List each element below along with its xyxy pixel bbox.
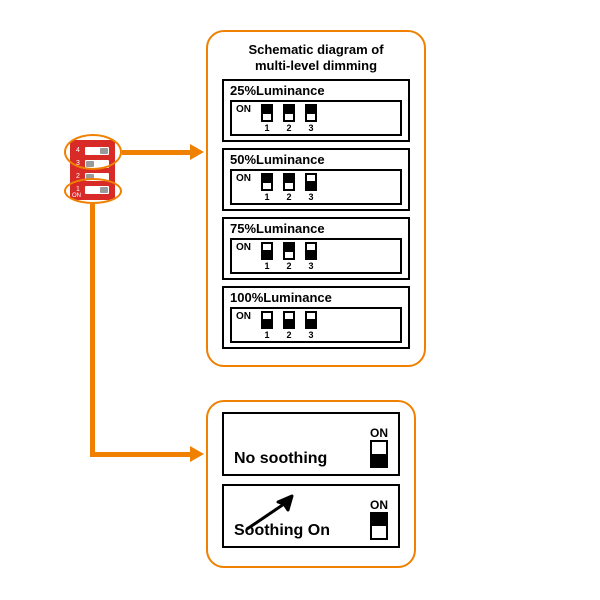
mini-switch (283, 173, 295, 191)
mini-slider (263, 106, 271, 114)
title-line1: Schematic diagram of (248, 42, 383, 57)
mini-slider (307, 319, 315, 327)
mini-switch (261, 242, 273, 260)
mini-switch (261, 173, 273, 191)
mini-slider (285, 244, 293, 252)
switch-row: ON 1 2 3 (230, 307, 402, 343)
switch-number: 1 (264, 330, 269, 340)
mini-slider (263, 250, 271, 258)
big-slider (372, 514, 386, 526)
soothing-label: No soothing (234, 450, 327, 468)
connector-top (122, 150, 192, 155)
switch-row: ON 1 2 3 (230, 238, 402, 274)
mini-switch (305, 311, 317, 329)
mini-slider (263, 319, 271, 327)
switch-col: 3 (305, 173, 317, 202)
switch-number: 1 (264, 123, 269, 133)
mini-switch (305, 173, 317, 191)
arrow-head-bottom (190, 446, 204, 462)
switch-col: 1 (261, 173, 273, 202)
luminance-title: 75%Luminance (224, 219, 408, 236)
mini-switch (261, 311, 273, 329)
mini-slider (307, 181, 315, 189)
switch-number: 2 (286, 330, 291, 340)
switch-number: 2 (286, 123, 291, 133)
luminance-box: 75%Luminance ON 1 2 3 (222, 217, 410, 280)
luminance-box: 50%Luminance ON 1 2 3 (222, 148, 410, 211)
panel-title: Schematic diagram of multi-level dimming (222, 42, 410, 73)
switch-col: 2 (283, 311, 295, 340)
mini-switch (261, 104, 273, 122)
mini-switch (305, 104, 317, 122)
switch-col: 1 (261, 104, 273, 133)
luminance-box: 100%Luminance ON 1 2 3 (222, 286, 410, 349)
switch-col: 2 (283, 242, 295, 271)
connector-bottom (90, 452, 192, 457)
arrow-head-top (190, 144, 204, 160)
switch-row: ON 1 2 3 (230, 100, 402, 136)
mini-slider (285, 175, 293, 183)
mini-slider (263, 175, 271, 183)
dimming-panel: Schematic diagram of multi-level dimming… (206, 30, 426, 367)
big-switch-wrap: ON (370, 426, 388, 468)
mini-switch (283, 311, 295, 329)
switch-number: 1 (264, 261, 269, 271)
on-label: ON (236, 242, 251, 253)
mini-slider (307, 250, 315, 258)
luminance-box: 25%Luminance ON 1 2 3 (222, 79, 410, 142)
on-label: ON (370, 426, 388, 440)
callout-circle-bottom (64, 178, 122, 204)
switch-col: 3 (305, 311, 317, 340)
soothing-panel: No soothingONSoothing OnON (206, 400, 416, 568)
luminance-title: 25%Luminance (224, 81, 408, 98)
luminance-title: 50%Luminance (224, 150, 408, 167)
mini-slider (285, 319, 293, 327)
callout-circle-top (64, 134, 122, 170)
soothing-box: No soothing ON (222, 412, 400, 476)
big-slider (372, 454, 386, 466)
switch-number: 3 (308, 261, 313, 271)
switch-col: 2 (283, 104, 295, 133)
switch-number: 3 (308, 330, 313, 340)
big-switch-wrap: ON (370, 498, 388, 540)
mini-switch (283, 104, 295, 122)
switch-col: 2 (283, 173, 295, 202)
connector-vertical (90, 204, 95, 454)
switch-number: 1 (264, 192, 269, 202)
switch-col: 1 (261, 311, 273, 340)
on-label: ON (370, 498, 388, 512)
switch-col: 1 (261, 242, 273, 271)
switch-number: 2 (286, 261, 291, 271)
on-label: ON (236, 311, 251, 322)
mini-slider (307, 106, 315, 114)
big-switch (370, 512, 388, 540)
switch-col: 3 (305, 242, 317, 271)
mini-switch (305, 242, 317, 260)
switch-number: 2 (286, 192, 291, 202)
on-label: ON (236, 104, 251, 115)
arrow-icon (242, 494, 302, 534)
luminance-title: 100%Luminance (224, 288, 408, 305)
switch-number: 3 (308, 192, 313, 202)
switch-row: ON 1 2 3 (230, 169, 402, 205)
switch-col: 3 (305, 104, 317, 133)
mini-switch (283, 242, 295, 260)
switch-number: 3 (308, 123, 313, 133)
big-switch (370, 440, 388, 468)
title-line2: multi-level dimming (255, 58, 377, 73)
soothing-box: Soothing OnON (222, 484, 400, 548)
on-label: ON (236, 173, 251, 184)
mini-slider (285, 106, 293, 114)
